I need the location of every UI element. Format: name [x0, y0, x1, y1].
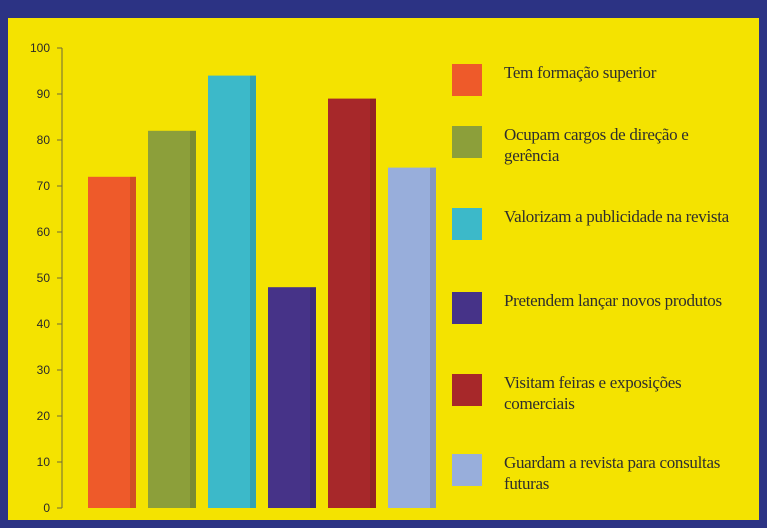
y-axis: 0 10 20 30 40 50 60 70 80 90 100 — [30, 41, 63, 515]
legend-swatch-red — [452, 374, 482, 406]
legend-swatch-green — [452, 126, 482, 158]
bar-shade-4 — [310, 287, 316, 508]
bar-6 — [388, 167, 436, 508]
bar-2 — [148, 130, 196, 509]
legend-label-5: Visitam feiras e exposições comerciais — [504, 373, 682, 413]
legend-item-5: Visitam feiras e exposições comerciais — [452, 372, 744, 414]
bar-shade-1 — [130, 176, 136, 509]
bar-shade-6 — [430, 167, 436, 508]
bar-3 — [208, 75, 256, 508]
legend-swatch-purple — [452, 292, 482, 324]
legend-item-6: Guardam a revista para consultas futuras — [452, 452, 744, 494]
y-tick-label: 100 — [30, 41, 50, 55]
legend-label-1: Tem formação superior — [504, 63, 657, 82]
legend-item-3: Valorizam a publicidade na revista — [452, 206, 744, 240]
legend-swatch-orange — [452, 64, 482, 96]
y-tick-label: 30 — [37, 363, 51, 377]
y-tick-label: 60 — [37, 225, 51, 239]
legend-item-2: Ocupam cargos de direção e gerência — [452, 124, 744, 166]
y-tick-label: 50 — [37, 271, 51, 285]
legend-swatch-cyan — [452, 208, 482, 240]
legend-label-3: Valorizam a publicidade na revista — [504, 207, 729, 226]
legend-swatch-lightblue — [452, 454, 482, 486]
y-tick-label: 10 — [37, 455, 51, 469]
legend-label-6: Guardam a revista para consultas futuras — [504, 453, 721, 493]
bar-1 — [88, 176, 136, 509]
bar-shade-5 — [370, 98, 376, 508]
y-tick-label: 90 — [37, 87, 51, 101]
y-tick-label: 70 — [37, 179, 51, 193]
legend-item-1: Tem formação superior — [452, 62, 744, 96]
legend-label-4: Pretendem lançar novos produtos — [504, 291, 722, 310]
bar-shade-2 — [190, 130, 196, 509]
legend-label-2: Ocupam cargos de direção e gerência — [504, 125, 689, 165]
bars — [88, 75, 436, 509]
legend-item-4: Pretendem lançar novos produtos — [452, 290, 744, 324]
y-tick-label: 20 — [37, 409, 51, 423]
y-tick-label: 80 — [37, 133, 51, 147]
y-tick-label: 0 — [43, 501, 50, 515]
bar-4 — [268, 287, 316, 508]
bar-shade-3 — [250, 75, 256, 508]
y-tick-label: 40 — [37, 317, 51, 331]
bar-5 — [328, 98, 376, 508]
